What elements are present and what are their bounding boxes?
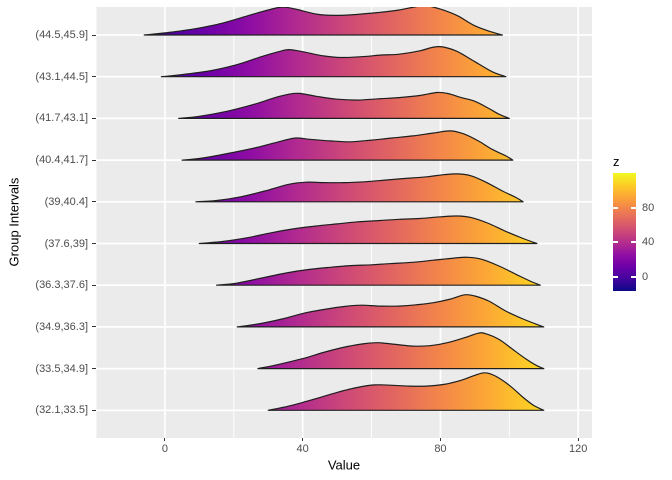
x-tick-label: 40 [296, 443, 309, 455]
x-tick-mark [164, 438, 166, 441]
y-tick-label: (32.1,33.5] [35, 404, 88, 417]
ridge-(41.7,43.1] [178, 91, 510, 119]
x-axis-title: Value [327, 457, 361, 473]
y-tick-mark [92, 326, 96, 328]
x-tick-label: 0 [161, 443, 168, 455]
legend-tick-label: 80 [642, 201, 655, 214]
y-tick-label: (37.6,39] [44, 237, 88, 250]
y-tick-label: (40.4,41.7] [35, 154, 88, 167]
y-tick-label: (43.1,44.5] [35, 70, 88, 83]
y-tick-mark [92, 201, 96, 203]
ridge-(36.3,37.6] [216, 256, 541, 286]
y-axis-title: Group Intervals [6, 177, 22, 267]
y-tick-mark [92, 34, 96, 36]
ridge-(44.5,45.9] [143, 7, 503, 36]
y-tick-label: (34.9,36.3] [35, 320, 88, 333]
x-tick-mark [302, 438, 304, 441]
y-tick-mark [92, 284, 96, 286]
legend-title: z [613, 154, 620, 169]
legend-tick-mark [631, 206, 636, 209]
ridge-(37.6,39] [198, 215, 538, 245]
legend-tick-mark [631, 241, 636, 244]
legend-colorbar [613, 173, 636, 291]
ridge-(43.1,44.5] [160, 45, 507, 78]
legend-tick-mark [613, 206, 618, 209]
x-tick-label: 120 [569, 443, 588, 455]
y-tick-label: (41.7,43.1] [35, 112, 88, 125]
plot-panel [96, 7, 592, 438]
ridge-(39,40.4] [195, 173, 524, 203]
x-tick-mark [439, 438, 441, 441]
legend-tick-label: 40 [642, 236, 655, 249]
legend-tick-mark [631, 276, 636, 279]
x-tick-label: 80 [434, 443, 447, 455]
ridge-(33.5,34.9] [257, 332, 545, 370]
y-tick-mark [92, 117, 96, 119]
y-tick-label: (36.3,37.6] [35, 279, 88, 292]
y-tick-mark [92, 409, 96, 411]
y-tick-label: (33.5,34.9] [35, 362, 88, 375]
ridge-(32.1,33.5] [267, 372, 545, 411]
y-tick-label: (39,40.4] [44, 195, 88, 208]
x-tick-mark [577, 438, 579, 441]
legend-tick-mark [613, 276, 618, 279]
y-tick-mark [92, 368, 96, 370]
y-tick-mark [92, 76, 96, 78]
y-tick-label: (44.5,45.9] [35, 29, 88, 41]
ridgeline-plot-svg [96, 7, 592, 438]
legend-tick-mark [613, 241, 618, 244]
legend-tick-label: 0 [642, 271, 649, 284]
ridge-(40.4,41.7] [181, 130, 514, 161]
ridge-(34.9,36.3] [236, 294, 545, 328]
y-tick-mark [92, 243, 96, 244]
y-tick-mark [92, 159, 96, 161]
